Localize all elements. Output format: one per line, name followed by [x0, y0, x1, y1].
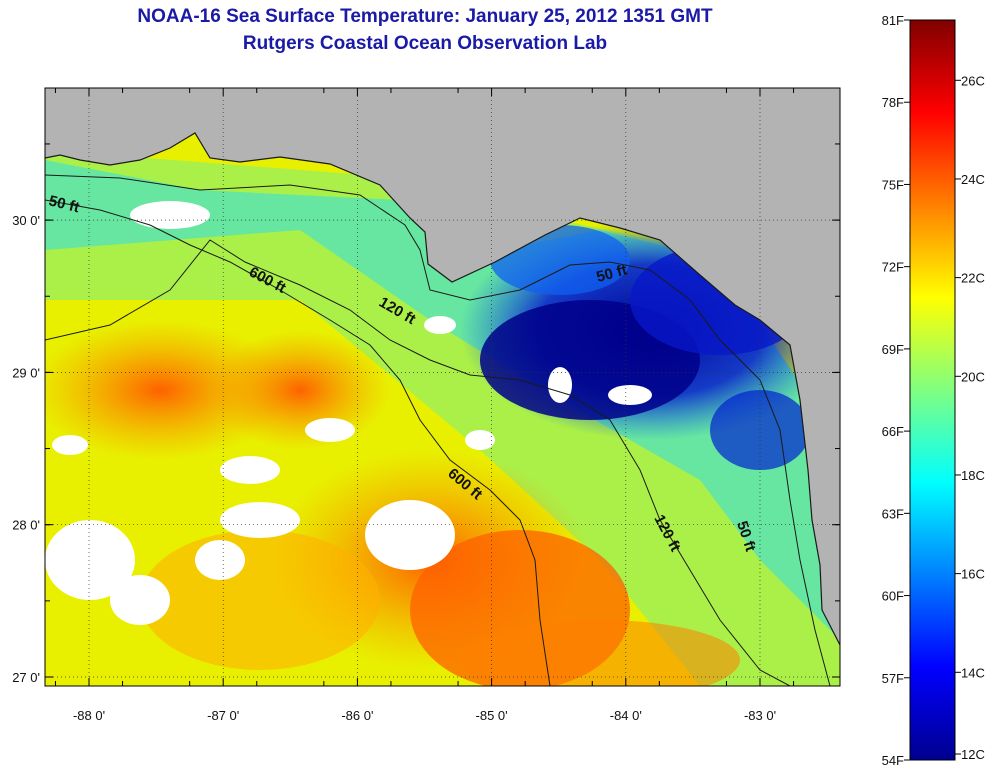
- map-title: NOAA-16 Sea Surface Temperature: January…: [137, 6, 713, 27]
- colorbar-ticks: 81F 78F 75F 72F 69F 66F 63F 60F 57F 54F 26C 24C 22C 2…: [882, 13, 985, 768]
- contour-120ft: [45, 239, 791, 686]
- cb-f-label: 72F: [882, 260, 904, 275]
- contour-50ft: [45, 174, 831, 686]
- cb-c-label: 22C: [961, 271, 985, 286]
- cb-c-label: 16C: [961, 567, 985, 582]
- cb-f-label: 81F: [882, 13, 904, 28]
- cb-f-label: 54F: [882, 753, 904, 768]
- lat-tick-label: 28 0': [12, 518, 40, 533]
- graticule: [45, 88, 840, 686]
- lon-tick-label: -83 0': [744, 708, 776, 723]
- cb-f-label: 63F: [882, 506, 904, 521]
- depth-label: 50 ft: [47, 192, 81, 216]
- map-frame: [44, 87, 841, 687]
- cb-f-label: 57F: [882, 671, 904, 686]
- lat-tick-label: 30 0': [12, 213, 40, 228]
- coastline: [45, 132, 840, 646]
- lat-tick-label: 27 0': [12, 670, 40, 685]
- lon-tick-label: -85 0': [476, 708, 508, 723]
- cb-f-label: 78F: [882, 95, 904, 110]
- lon-tick-label: -87 0': [207, 708, 239, 723]
- sst-field: [45, 88, 840, 686]
- cb-c-label: 18C: [961, 468, 985, 483]
- cb-f-label: 75F: [882, 177, 904, 192]
- cb-c-label: 24C: [961, 172, 985, 187]
- lon-tick-label: -88 0': [73, 708, 105, 723]
- contour-600ft: [45, 199, 551, 686]
- cb-c-label: 12C: [961, 747, 985, 762]
- cb-c-label: 20C: [961, 369, 985, 384]
- cb-c-label: 26C: [961, 73, 985, 88]
- cloud-masks: [45, 118, 652, 625]
- axis-ticks: -88 0' -87 0' -86 0' -85 0' -84 0' -83 0' 27 0…: [12, 88, 840, 723]
- cb-f-label: 60F: [882, 589, 904, 604]
- cb-f-label: 69F: [882, 342, 904, 357]
- land-mass: [45, 88, 840, 645]
- lon-tick-label: -84 0': [610, 708, 642, 723]
- cb-f-label: 66F: [882, 424, 904, 439]
- colorbar: [909, 19, 956, 761]
- lon-tick-label: -86 0': [341, 708, 373, 723]
- lat-tick-label: 29 0': [12, 365, 40, 380]
- cb-c-label: 14C: [961, 665, 985, 680]
- map-subtitle: Rutgers Coastal Ocean Observation Lab: [242, 33, 608, 54]
